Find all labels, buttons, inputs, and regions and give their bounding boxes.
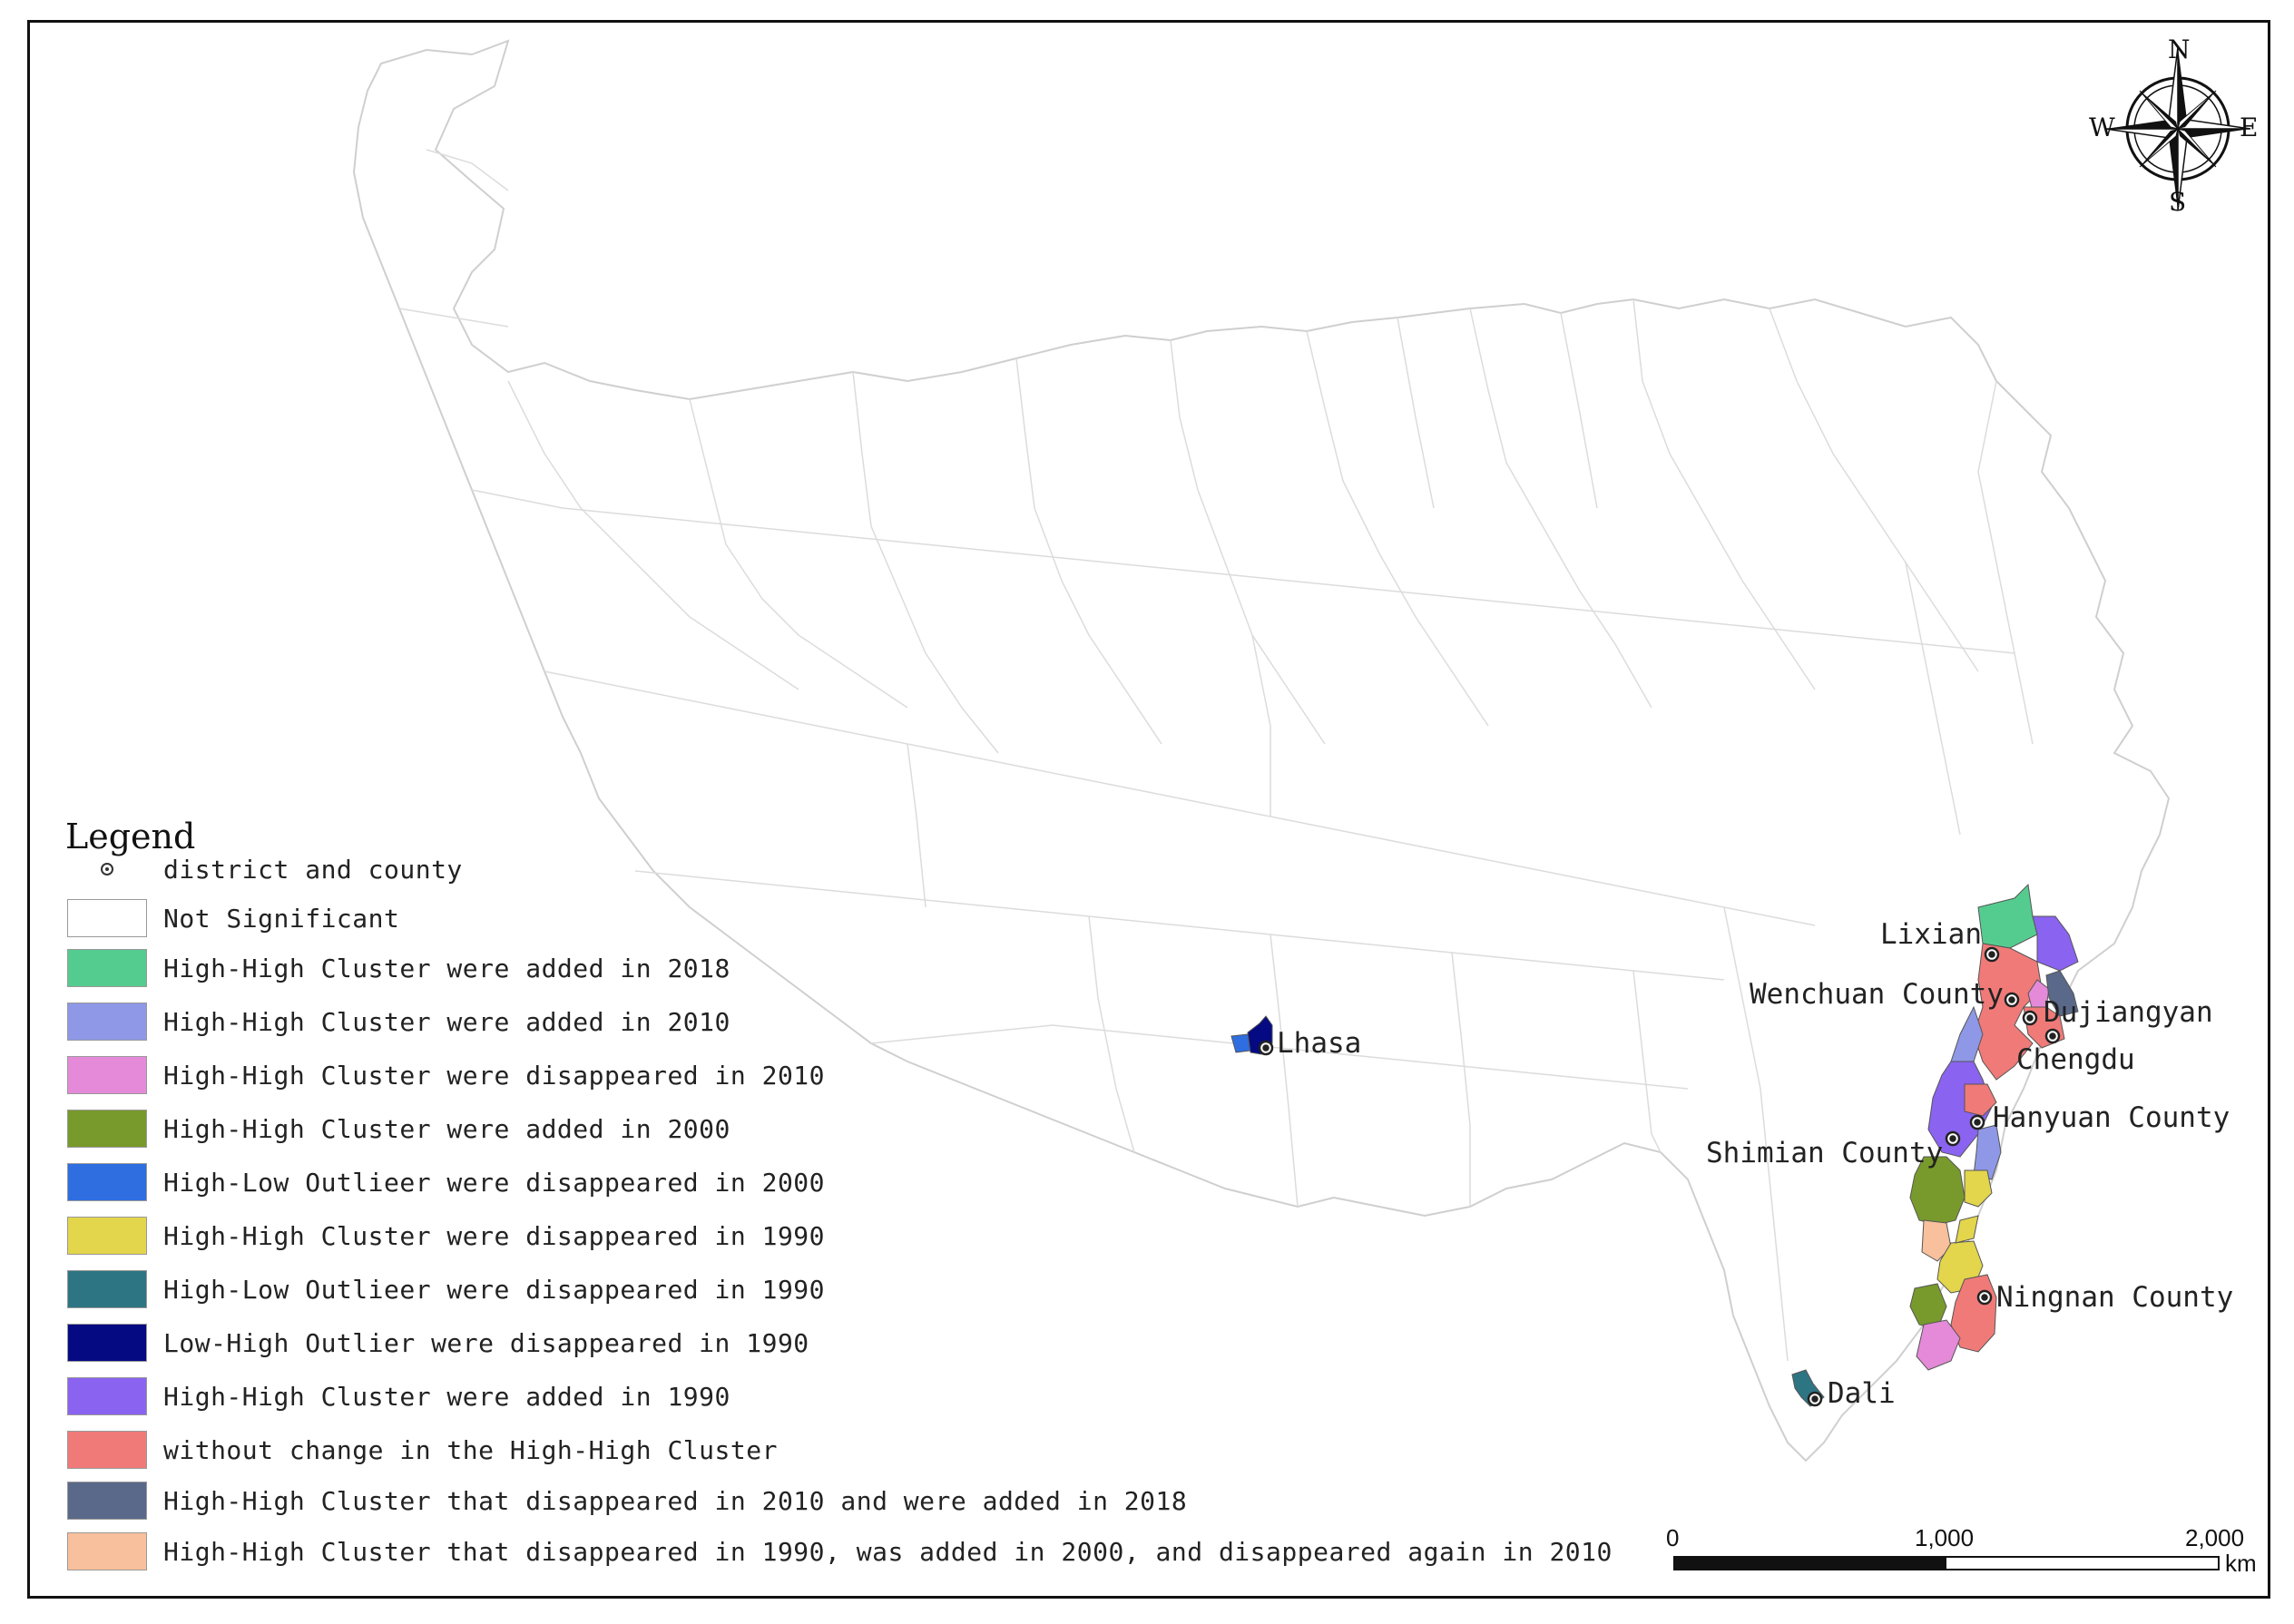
compass-north-label: N [2168,34,2191,64]
marker-ningnan [1976,1289,1993,1306]
region-hh-nochange-hanyuan [1964,1083,1997,1117]
compass-west-label: W [2089,113,2115,142]
legend-label: High-High Cluster were disappeared in 19… [163,1220,826,1251]
scale-bar [1673,1556,2220,1570]
legend-swatch-not-significant [67,899,147,937]
legend-item-district-county: district and county [67,849,463,889]
legend-label: High-High Cluster that disappeared in 20… [163,1485,1188,1516]
legend-swatch-hh-disappeared-1990 [67,1217,147,1255]
place-label-dali: Dali [1828,1377,1896,1410]
place-label-lixian: Lixian [1880,918,1982,951]
scale-tick-2000: 2,000 [2185,1524,2245,1551]
legend-item: High-High Cluster were added in 2000 [67,1109,730,1149]
region-hh-added-2010-b [1973,1124,2002,1180]
legend-swatch-hh-no-change [67,1431,147,1469]
region-hh-disappeared-2010-b [1916,1319,1961,1371]
legend-label: district and county [163,854,463,885]
marker-wenchuan [2004,992,2020,1008]
marker-dujiangyan [2022,1010,2038,1026]
scale-tick-1000: 1,000 [1915,1524,1975,1551]
region-hh-nochange-north [1973,943,2043,1081]
legend-item: Not Significant [67,898,399,938]
region-hh-added-2018 [1977,883,2038,949]
region-hh-disappeared-1990-c [1955,1215,1979,1244]
legend-swatch-hh-added-2010 [67,1003,147,1041]
legend-label: High-Low Outlieer were disappeared in 19… [163,1274,826,1305]
legend-item: High-High Cluster were added in 2018 [67,948,730,988]
legend-item: Low-High Outlier were disappeared in 199… [67,1323,809,1363]
place-markers [1258,946,2061,1407]
legend-title: Legend [65,817,196,856]
compass-east-label: E [2240,113,2259,142]
legend-label: Not Significant [163,903,400,934]
legend-item: without change in the High-High Cluster [67,1430,778,1470]
marker-dali [1807,1391,1823,1407]
place-label-chengdu: Chengdu [2016,1043,2135,1076]
legend-item: High-High Cluster were disappeared in 19… [67,1216,825,1256]
legend-swatch-hh-added-2000 [67,1110,147,1148]
region-hl-2000-lhasa [1230,1033,1251,1053]
marker-hanyuan [1969,1114,1985,1130]
legend-swatch-hh-disappeared-2010 [67,1056,147,1094]
district-point-icon [67,850,147,888]
legend-swatch-hh-1990-2000-2010 [67,1532,147,1570]
legend-label: High-Low Outlieer were disappeared in 20… [163,1167,826,1198]
place-label-hanyuan: Hanyuan County [1993,1101,2230,1134]
marker-shimian [1945,1130,1961,1147]
legend-label: High-High Cluster were added in 2018 [163,953,730,983]
county-boundaries [398,149,2034,1362]
legend-label: High-High Cluster were added in 2010 [163,1006,730,1037]
place-label-ningnan: Ningnan County [1996,1281,2234,1314]
legend-item: High-High Cluster were disappeared in 20… [67,1055,825,1095]
legend-swatch-hh-added-2018 [67,949,147,987]
region-hh-added-1990-north [2032,915,2079,972]
legend-label: High-High Cluster were added in 2000 [163,1113,730,1144]
legend-item: High-High Cluster were added in 1990 [67,1376,730,1416]
legend-label: without change in the High-High Cluster [163,1434,778,1465]
legend-swatch-hl-disappeared-2000 [67,1163,147,1201]
legend-item: High-Low Outlieer were disappeared in 19… [67,1269,825,1309]
marker-lixian [1984,946,2000,963]
compass-south-label: S [2169,187,2187,217]
place-label-lhasa: Lhasa [1277,1027,1362,1060]
legend-label: High-High Cluster that disappeared in 19… [163,1536,1613,1567]
legend-item: High-Low Outlieer were disappeared in 20… [67,1162,825,1202]
scale-tick-0: 0 [1666,1524,1680,1551]
legend-swatch-lh-disappeared-1990 [67,1324,147,1362]
legend-swatch-hh-2010-2018 [67,1482,147,1520]
map-frame [27,20,2270,1599]
region-hh-2010-2018 [2045,970,2079,1017]
legend-item: High-High Cluster that disappeared in 19… [67,1531,1613,1571]
place-label-dujiangyan: Dujiangyan [2044,996,2213,1029]
compass-rose-icon [2104,46,2251,211]
legend-swatch-hh-added-1990 [67,1377,147,1415]
marker-lhasa [1258,1040,1274,1056]
legend-label: Low-High Outlier were disappeared in 199… [163,1327,809,1358]
region-hh-disappeared-1990-a [1964,1169,1993,1208]
legend-item: High-High Cluster were added in 2010 [67,1002,730,1042]
place-label-wenchuan: Wenchuan County [1750,978,2004,1011]
scale-unit: km [2225,1550,2257,1577]
place-label-shimian: Shimian County [1706,1137,1944,1169]
legend-item: High-High Cluster that disappeared in 20… [67,1481,1187,1521]
marker-chengdu [2044,1028,2061,1044]
legend-label: High-High Cluster were added in 1990 [163,1381,730,1412]
cluster-regions [1230,883,2079,1407]
legend-swatch-hl-disappeared-1990 [67,1270,147,1308]
legend-label: High-High Cluster were disappeared in 20… [163,1060,826,1091]
